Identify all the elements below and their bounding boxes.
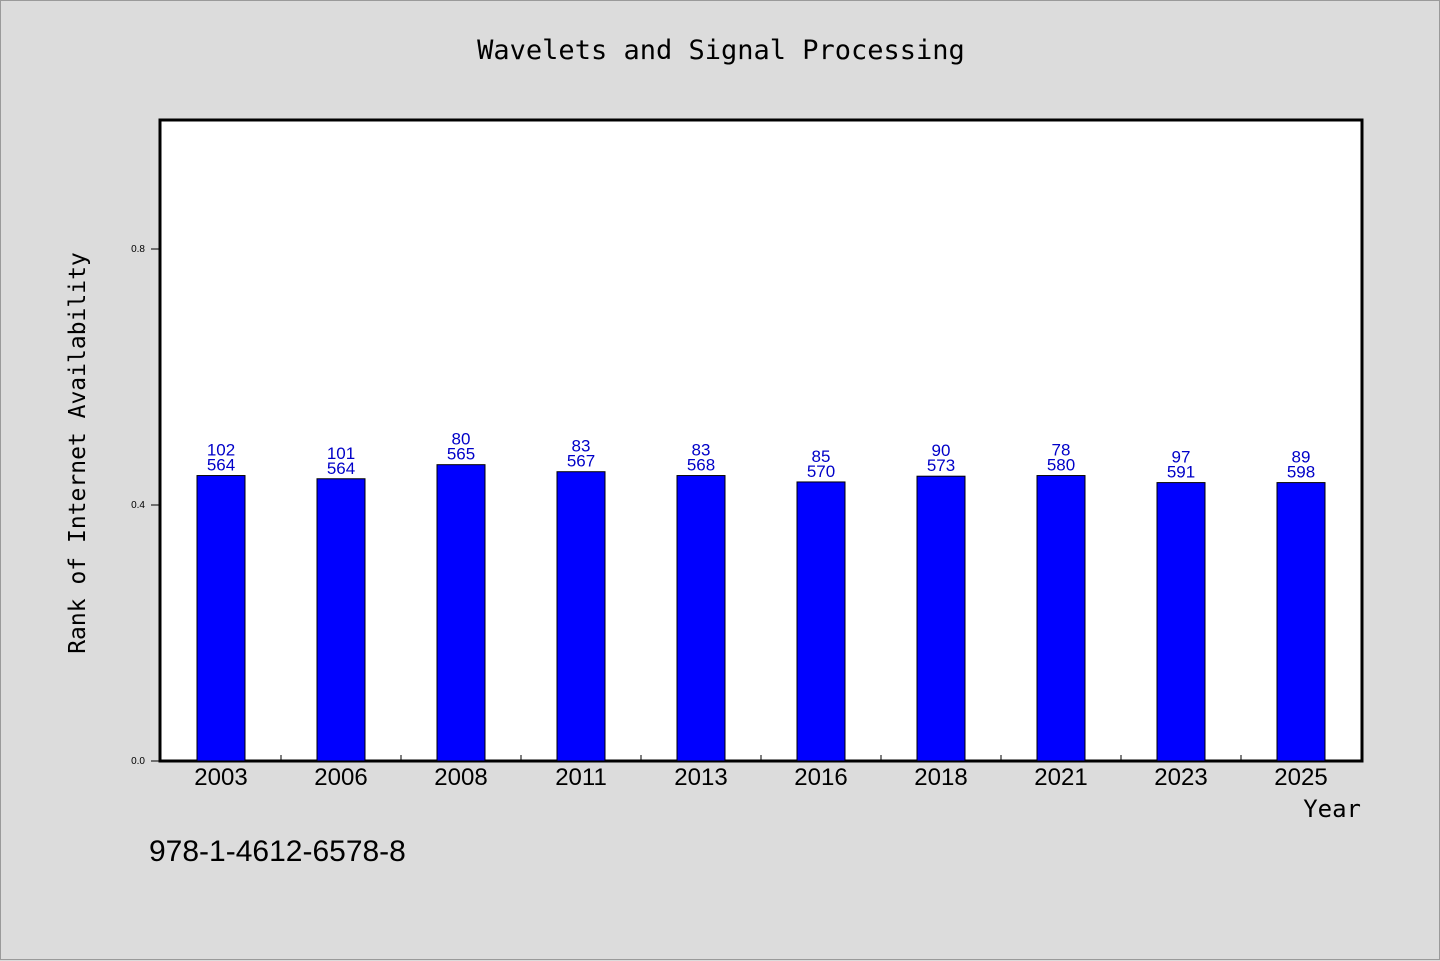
x-tick-label: 2016 — [794, 764, 847, 791]
bar — [1276, 482, 1326, 762]
data-label-bottom: 565 — [447, 445, 475, 464]
data-label-top: 102 — [207, 441, 235, 460]
bar — [1156, 482, 1206, 762]
data-label-bottom: 573 — [927, 456, 955, 475]
bar — [676, 475, 726, 762]
data-label-top: 89 — [1292, 448, 1311, 467]
data-label-top: 83 — [692, 441, 711, 460]
x-tick-label: 2003 — [194, 764, 247, 791]
x-tick-label: 2011 — [555, 764, 607, 791]
data-label-top: 85 — [812, 447, 831, 466]
data-label-top: 90 — [932, 441, 951, 460]
bar — [796, 481, 846, 762]
x-tick-label: 2006 — [314, 764, 367, 791]
x-tick-label: 2013 — [674, 764, 727, 791]
bar — [316, 478, 366, 762]
x-tick-label: 2018 — [914, 764, 967, 791]
data-label-bottom: 591 — [1167, 463, 1195, 482]
bar — [196, 475, 246, 762]
bar — [556, 471, 606, 762]
x-tick-label: 2021 — [1034, 764, 1087, 791]
data-label-bottom: 570 — [807, 462, 835, 481]
isbn-annotation: 978-1-4612-6578-8 — [149, 835, 406, 868]
data-label-top: 97 — [1172, 448, 1191, 467]
y-tick-label: 0.8 — [131, 244, 145, 255]
data-label-top: 101 — [327, 444, 355, 463]
data-label-top: 80 — [452, 430, 471, 449]
data-label-top: 78 — [1052, 441, 1071, 460]
chart-marks: 0.00.40.85641022003564101200656580200856… — [131, 244, 1328, 791]
data-label-bottom: 580 — [1047, 456, 1075, 475]
bar — [436, 464, 486, 762]
x-tick-label: 2023 — [1154, 764, 1207, 791]
data-label-bottom: 564 — [327, 459, 355, 478]
data-label-bottom: 564 — [207, 456, 235, 475]
y-tick-label: 0.0 — [131, 756, 145, 767]
x-axis-label: Year — [1303, 795, 1361, 823]
bar — [916, 475, 966, 762]
data-label-bottom: 598 — [1287, 463, 1315, 482]
data-label-bottom: 568 — [687, 456, 715, 475]
data-label-bottom: 567 — [567, 452, 595, 471]
x-tick-label: 2025 — [1274, 764, 1327, 791]
data-label-top: 83 — [572, 437, 591, 456]
y-tick-label: 0.4 — [131, 500, 145, 511]
bar — [1036, 475, 1086, 762]
chart-title: Wavelets and Signal Processing — [477, 35, 965, 66]
x-tick-label: 2008 — [434, 764, 487, 791]
